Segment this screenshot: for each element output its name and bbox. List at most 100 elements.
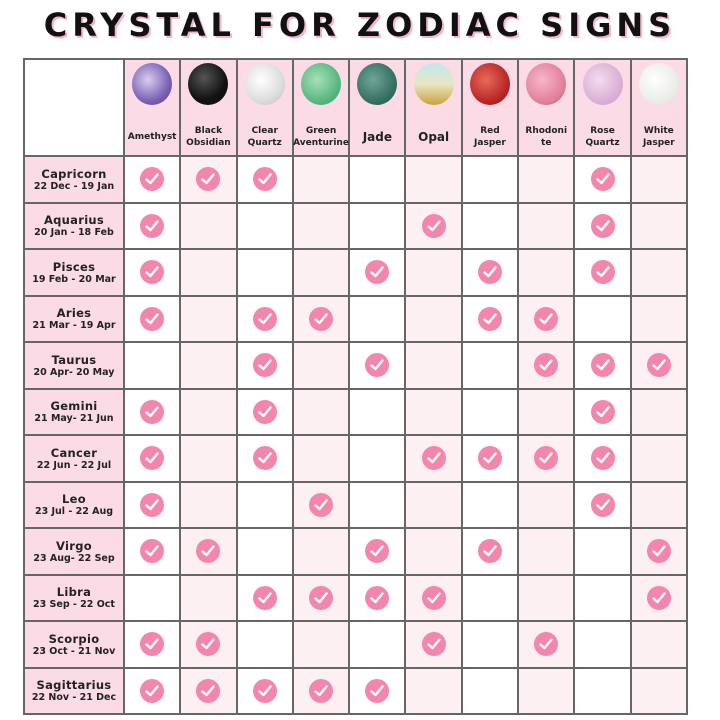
cell-red-jasper bbox=[460, 527, 520, 576]
check-icon bbox=[421, 446, 446, 471]
cell-green-aventurine bbox=[291, 434, 351, 483]
sign-name: Libra bbox=[56, 585, 92, 600]
check-icon bbox=[252, 167, 277, 192]
check-icon bbox=[140, 539, 165, 564]
cell-clear-quartz bbox=[235, 480, 294, 529]
sign-name: Gemini bbox=[50, 399, 98, 414]
sign-label: Capricorn 22 Dec - 19 Jan bbox=[23, 155, 125, 204]
cell-opal bbox=[404, 666, 463, 715]
cell-amethyst bbox=[122, 573, 182, 622]
jade-stone-image bbox=[357, 63, 398, 105]
crystal-header-rose-quartz: Rose Quartz bbox=[573, 58, 632, 157]
header-row: Amethyst Black Obsidian Clear Quartz Green … bbox=[23, 58, 689, 157]
cell-amethyst bbox=[122, 341, 182, 390]
check-icon bbox=[309, 585, 334, 610]
check-icon bbox=[590, 353, 615, 378]
cell-amethyst bbox=[122, 387, 182, 436]
sign-dates: 22 Jun - 22 Jul bbox=[36, 459, 112, 471]
sign-name: Aquarius bbox=[43, 213, 105, 228]
cell-white-jasper bbox=[629, 155, 689, 204]
crystal-name: Jade bbox=[362, 130, 392, 144]
cell-green-aventurine bbox=[291, 341, 351, 390]
sign-row-scorpio: Scorpio 23 Oct - 21 Nov bbox=[23, 620, 689, 669]
cell-black-obsidian bbox=[179, 480, 238, 529]
cell-amethyst bbox=[122, 155, 182, 204]
sign-label: Libra 23 Sep - 22 Oct bbox=[23, 573, 125, 622]
crystal-header-clear-quartz: Clear Quartz bbox=[235, 58, 294, 157]
cell-amethyst bbox=[122, 480, 182, 529]
cell-black-obsidian bbox=[179, 248, 238, 297]
cell-jade bbox=[348, 294, 407, 343]
sign-row-libra: Libra 23 Sep - 22 Oct bbox=[23, 573, 689, 622]
sign-dates: 20 Apr- 20 May bbox=[33, 366, 115, 378]
cell-black-obsidian bbox=[179, 201, 238, 250]
cell-white-jasper bbox=[629, 341, 689, 390]
check-icon bbox=[309, 678, 334, 703]
crystal-name: Red Jasper bbox=[474, 126, 506, 148]
red-jasper-stone-image bbox=[469, 63, 510, 105]
cell-green-aventurine bbox=[291, 527, 351, 576]
cell-red-jasper bbox=[460, 294, 520, 343]
check-icon bbox=[477, 539, 502, 564]
cell-rose-quartz bbox=[573, 155, 632, 204]
cell-clear-quartz bbox=[235, 294, 294, 343]
cell-opal bbox=[404, 434, 463, 483]
check-icon bbox=[477, 446, 502, 471]
clear-quartz-stone-image bbox=[244, 63, 285, 105]
cell-opal bbox=[404, 620, 463, 669]
sign-dates: 21 May- 21 Jun bbox=[34, 413, 114, 425]
cell-jade bbox=[348, 434, 407, 483]
sign-row-pisces: Pisces 19 Feb - 20 Mar bbox=[23, 248, 689, 297]
sign-label: Virgo 23 Aug- 22 Sep bbox=[23, 527, 125, 576]
check-icon bbox=[252, 446, 277, 471]
rhodonite-stone-image bbox=[526, 63, 567, 105]
cell-amethyst bbox=[122, 620, 182, 669]
opal-stone-image bbox=[413, 63, 454, 105]
check-icon bbox=[309, 492, 334, 517]
check-icon bbox=[196, 678, 221, 703]
sign-row-aries: Aries 21 Mar - 19 Apr bbox=[23, 294, 689, 343]
cell-green-aventurine bbox=[291, 480, 351, 529]
cell-rhodonite bbox=[517, 573, 576, 622]
check-icon bbox=[140, 260, 165, 285]
check-icon bbox=[590, 399, 615, 424]
check-icon bbox=[534, 353, 559, 378]
check-icon bbox=[140, 446, 165, 471]
cell-rhodonite bbox=[517, 434, 576, 483]
cell-green-aventurine bbox=[291, 666, 351, 715]
sign-name: Taurus bbox=[51, 352, 97, 367]
check-icon bbox=[590, 213, 615, 238]
check-icon bbox=[477, 306, 502, 331]
cell-opal bbox=[404, 527, 463, 576]
check-icon bbox=[252, 306, 277, 331]
crystal-name: White Jasper bbox=[642, 126, 675, 148]
check-icon bbox=[590, 492, 615, 517]
cell-clear-quartz bbox=[235, 666, 294, 715]
crystal-name: Green Aventurine bbox=[293, 126, 349, 148]
cell-amethyst bbox=[122, 666, 182, 715]
cell-red-jasper bbox=[460, 341, 520, 390]
check-icon bbox=[140, 167, 165, 192]
check-icon bbox=[140, 632, 165, 657]
page-title: CRYSTAL FOR ZODIAC SIGNS bbox=[43, 6, 677, 44]
cell-white-jasper bbox=[629, 294, 689, 343]
sign-row-aquarius: Aquarius 20 Jan - 18 Feb bbox=[23, 201, 689, 250]
sign-row-cancer: Cancer 22 Jun - 22 Jul bbox=[23, 434, 689, 483]
cell-white-jasper bbox=[629, 248, 689, 297]
cell-rose-quartz bbox=[573, 434, 632, 483]
cell-rose-quartz bbox=[573, 527, 632, 576]
cell-clear-quartz bbox=[235, 201, 294, 250]
cell-opal bbox=[404, 155, 463, 204]
check-icon bbox=[309, 306, 334, 331]
cell-green-aventurine bbox=[291, 620, 351, 669]
cell-clear-quartz bbox=[235, 387, 294, 436]
green-aventurine-stone-image bbox=[301, 63, 342, 105]
cell-clear-quartz bbox=[235, 527, 294, 576]
check-icon bbox=[534, 632, 559, 657]
cell-rhodonite bbox=[517, 527, 576, 576]
check-icon bbox=[196, 167, 221, 192]
cell-rose-quartz bbox=[573, 480, 632, 529]
cell-red-jasper bbox=[460, 666, 520, 715]
check-icon bbox=[196, 539, 221, 564]
check-icon bbox=[140, 492, 165, 517]
